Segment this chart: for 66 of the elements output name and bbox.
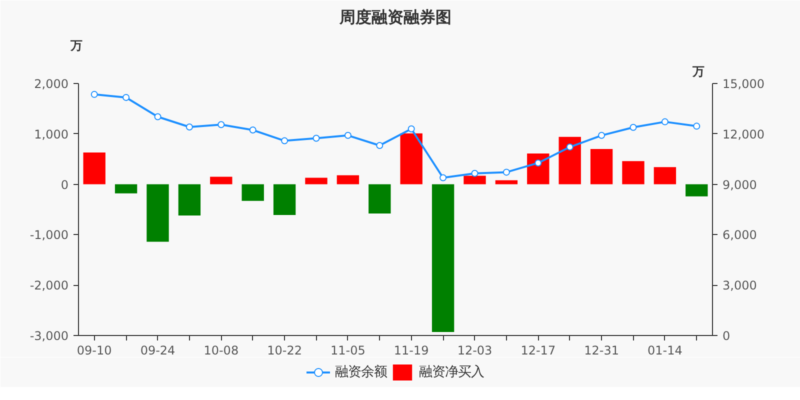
bar: [114, 184, 138, 194]
bar: [273, 184, 296, 216]
y-tick-label: -1,000: [30, 228, 69, 242]
x-tick-label: 09-10: [76, 344, 112, 358]
bar: [686, 184, 708, 196]
bar: [558, 136, 581, 184]
x-tick-label: 11-19: [394, 344, 429, 358]
point: [186, 124, 193, 131]
point: [90, 90, 98, 98]
point: [502, 168, 510, 176]
bar: [178, 184, 201, 216]
y-tick-label: 0: [60, 178, 69, 192]
bar: [464, 176, 486, 184]
x-tick-label: 10-08: [204, 344, 239, 358]
bar: [336, 175, 360, 184]
bar: [83, 152, 106, 184]
legend-label: 融资净买入: [419, 364, 484, 381]
y-tick-label: 1,000: [34, 127, 69, 142]
x-tick-label: 01-14: [648, 344, 682, 358]
point: [249, 126, 256, 134]
y-tick-label: -3,000: [30, 329, 69, 343]
y-tick-label: -2,000: [30, 278, 69, 293]
point: [534, 159, 542, 166]
bar: [368, 184, 391, 214]
y2-tick-label: 3,000: [722, 278, 757, 293]
y2-tick-label: 12,000: [722, 127, 764, 142]
point: [376, 142, 384, 149]
x-tick-label: 10-22: [267, 344, 302, 358]
bar: [210, 176, 232, 184]
x-tick-label: 11-05: [330, 344, 366, 358]
point: [408, 125, 415, 132]
bar: [622, 161, 644, 184]
bar: [590, 149, 613, 184]
y2-tick-label: 0: [722, 329, 730, 343]
bar: [305, 178, 328, 184]
bar: [242, 184, 264, 201]
x-tick-label: 12-17: [520, 344, 556, 358]
x-tick-label: 09-24: [140, 344, 176, 358]
point: [281, 137, 288, 144]
y2-axis-title: 万: [692, 64, 704, 78]
bar: [400, 133, 422, 184]
point: [122, 94, 130, 101]
point: [630, 124, 637, 131]
point: [344, 132, 352, 139]
bar: [432, 184, 454, 332]
y2-tick-label: 15,000: [722, 77, 764, 91]
x-tick-label: 12-03: [457, 344, 492, 358]
x-tick-label: 12-31: [584, 344, 619, 358]
bar: [146, 184, 169, 242]
point: [693, 122, 700, 130]
legend-label: 融资余额: [335, 364, 387, 381]
point: [154, 113, 162, 120]
y-axis-title: 万: [70, 38, 82, 52]
point: [566, 144, 574, 150]
y2-tick-label: 9,000: [722, 178, 757, 192]
point: [218, 121, 225, 128]
point: [471, 170, 478, 177]
bar: [654, 167, 676, 184]
y-tick-label: 2,000: [34, 77, 69, 91]
point: [440, 174, 447, 182]
y2-tick-label: 6,000: [722, 228, 757, 242]
point: [661, 118, 668, 126]
point: [312, 134, 320, 142]
point: [598, 132, 606, 139]
chart-title: 周度融资融券图: [338, 8, 452, 26]
bar: [495, 180, 518, 184]
